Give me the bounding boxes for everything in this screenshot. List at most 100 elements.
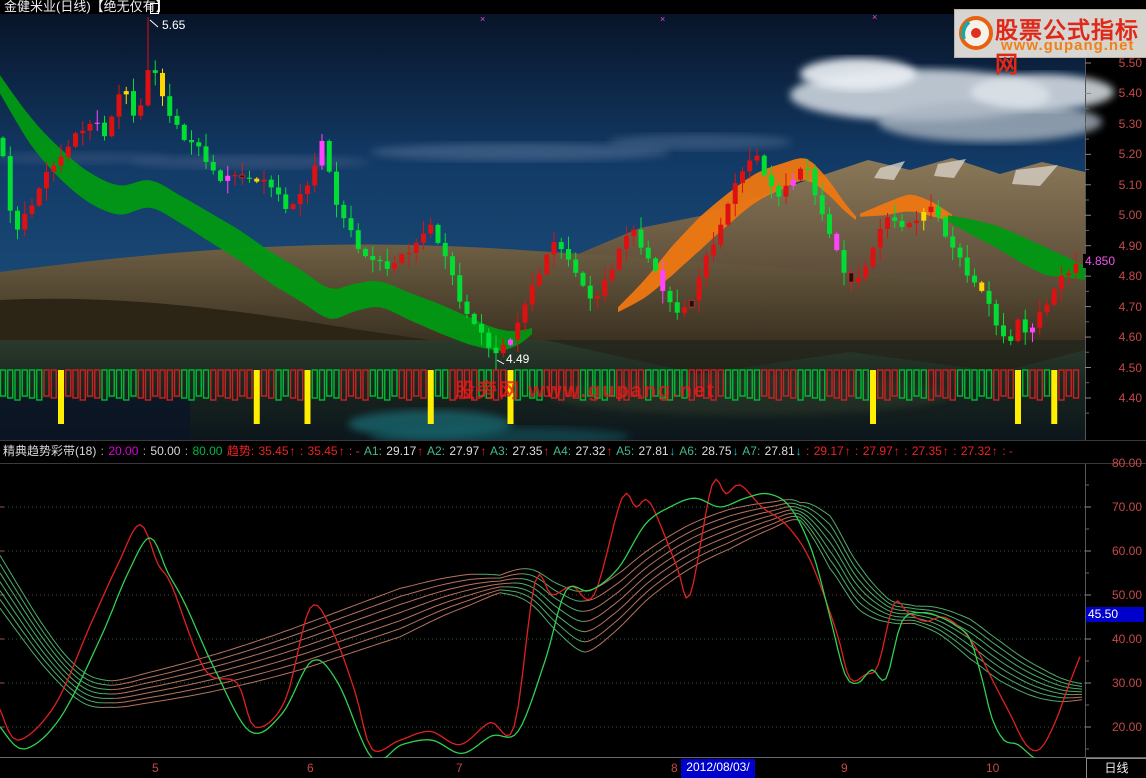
selected-date-badge: 2012/08/03/五 <box>681 759 755 778</box>
ribbon-line <box>499 573 524 579</box>
ribbon-line <box>110 582 513 695</box>
indicator-header-span: 29.17 <box>386 444 417 458</box>
ribbon-line <box>580 506 793 612</box>
indicator-header-span: 27.35 <box>512 444 543 458</box>
price-axis-label: 4.70 <box>1118 299 1142 314</box>
ribbon-line <box>580 502 790 602</box>
indicator-header-span: : <box>296 444 307 458</box>
ribbon-line <box>1068 696 1083 699</box>
low-price-annotation: 4.49 <box>506 352 530 366</box>
indicator-header-span: ↑ <box>289 444 296 458</box>
ribbon-line <box>584 512 793 633</box>
indicator-header-span: 80.00 <box>192 444 223 458</box>
indicator-header-span: 20.00 <box>108 444 139 458</box>
ribbon-line <box>792 515 904 621</box>
price-axis-label: 5.50 <box>1118 56 1142 70</box>
month-label: 7 <box>456 761 463 775</box>
indicator-header-span: 27.97 <box>449 444 480 458</box>
ribbon-line <box>478 573 501 576</box>
indicator-header-span: A2: <box>424 444 449 458</box>
indicator-header-span: A5: <box>613 444 638 458</box>
cursor-marker <box>150 3 159 14</box>
ribbon-line <box>0 563 111 686</box>
marker-x-icon: × <box>480 14 486 24</box>
ribbon-line <box>803 502 1083 685</box>
indicator-header-span: ↓ <box>732 444 739 458</box>
price-axis-label: 5.30 <box>1118 116 1142 131</box>
ribbon-line <box>0 599 106 704</box>
month-label: 6 <box>307 761 314 775</box>
price-axis-label: 5.00 <box>1118 208 1142 223</box>
indicator-header-span: 趋势: <box>223 444 258 458</box>
ribbon-line <box>584 515 793 643</box>
ribbon-line <box>0 607 102 708</box>
ribbon-line <box>109 573 479 682</box>
ribbon-line <box>0 590 114 699</box>
indicator-header-span: : <box>139 444 150 458</box>
indicator-header-span: ↑ <box>844 444 851 458</box>
indicator-axis-label: 50.00 <box>1111 588 1142 602</box>
indicator-header-span: : <box>949 444 960 458</box>
ribbon-line <box>580 499 790 592</box>
trend-band-green-right <box>948 215 1085 280</box>
current-price-label: 4.850 <box>1083 254 1118 268</box>
indicator-header-span: 29.17 <box>813 444 844 458</box>
current-indicator-value-badge: 45.50 <box>1086 607 1144 622</box>
indicator-header-span: 27.97 <box>862 444 893 458</box>
indicator-header-span: ↓ <box>795 444 802 458</box>
price-axis: 5.50 5.40 5.30 5.20 5.10 5.00 4.90 4.80 4.70 4.60… <box>1086 14 1146 440</box>
indicator-header-span: A1: <box>360 444 386 458</box>
logo-url: www.gupang.net <box>1001 37 1135 54</box>
indicator-header-span: 27.32 <box>960 444 991 458</box>
ribbon-line <box>109 577 497 686</box>
marker-x-icon: × <box>872 12 878 22</box>
watermark-text: 股旁网 www.gupang.net <box>455 380 716 402</box>
indicator-header-span: 50.00 <box>150 444 181 458</box>
month-label: 10 <box>986 761 1000 775</box>
indicator-header-span: ↑ <box>338 444 345 458</box>
trend-band-orange-2 <box>860 194 952 222</box>
indicator-axis-label: 70.00 <box>1111 500 1142 514</box>
ribbon-line <box>499 592 586 653</box>
candlestick-plot-area[interactable] <box>0 14 1085 426</box>
indicator-header-span: ↑ <box>417 444 424 458</box>
indicator-header-span: A4: <box>550 444 575 458</box>
indicator-header-span: A6: <box>676 444 701 458</box>
period-selector[interactable]: 日线 <box>1086 758 1146 778</box>
ribbon-line <box>0 581 111 695</box>
price-axis-label: 5.20 <box>1118 147 1142 162</box>
ribbon-line <box>109 578 520 691</box>
indicator-header-span: ↓ <box>669 444 676 458</box>
indicator-header-span: A3: <box>487 444 512 458</box>
ribbon-line <box>512 582 586 622</box>
ribbon-line <box>499 568 524 576</box>
indicator-axis: 80.00 70.00 60.00 50.00 40.00 30.00 20.00 <box>1086 456 1146 757</box>
low-annotation-arrow <box>496 359 505 365</box>
volume-stripe <box>0 369 1080 424</box>
trend-band-green-left <box>0 75 532 351</box>
price-axis-label: 5.40 <box>1118 86 1142 101</box>
indicator-header-span: ↑ <box>991 444 998 458</box>
ribbon-line <box>113 589 501 704</box>
indicator-header-span: ↑ <box>606 444 613 458</box>
indicator-header-span: 35.45 <box>307 444 338 458</box>
ribbon-line <box>792 509 1083 693</box>
indicator-header-span: 35.45 <box>258 444 289 458</box>
ribbon-line <box>584 509 793 622</box>
ribbon-line <box>796 519 900 625</box>
logo-title: 股票公式指标网 <box>995 17 1139 77</box>
indicator-header-span: 28.75 <box>701 444 732 458</box>
ribbon-line <box>523 568 582 592</box>
indicator-axis-label: 80.00 <box>1111 456 1142 470</box>
indicator-header-span: : - <box>998 444 1013 458</box>
ribbon-line <box>0 555 111 682</box>
ribbon-line <box>584 519 797 653</box>
indicator-header-span: : - <box>345 444 360 458</box>
indicator-header-span: : <box>851 444 862 458</box>
indicator-axis-label: 40.00 <box>1111 632 1142 646</box>
site-logo[interactable]: 股票公式指标网 www.gupang.net <box>954 9 1146 77</box>
indicator-header-span: ↑ <box>480 444 487 458</box>
ribbon-line <box>113 592 501 708</box>
high-annotation-arrow <box>149 19 159 28</box>
